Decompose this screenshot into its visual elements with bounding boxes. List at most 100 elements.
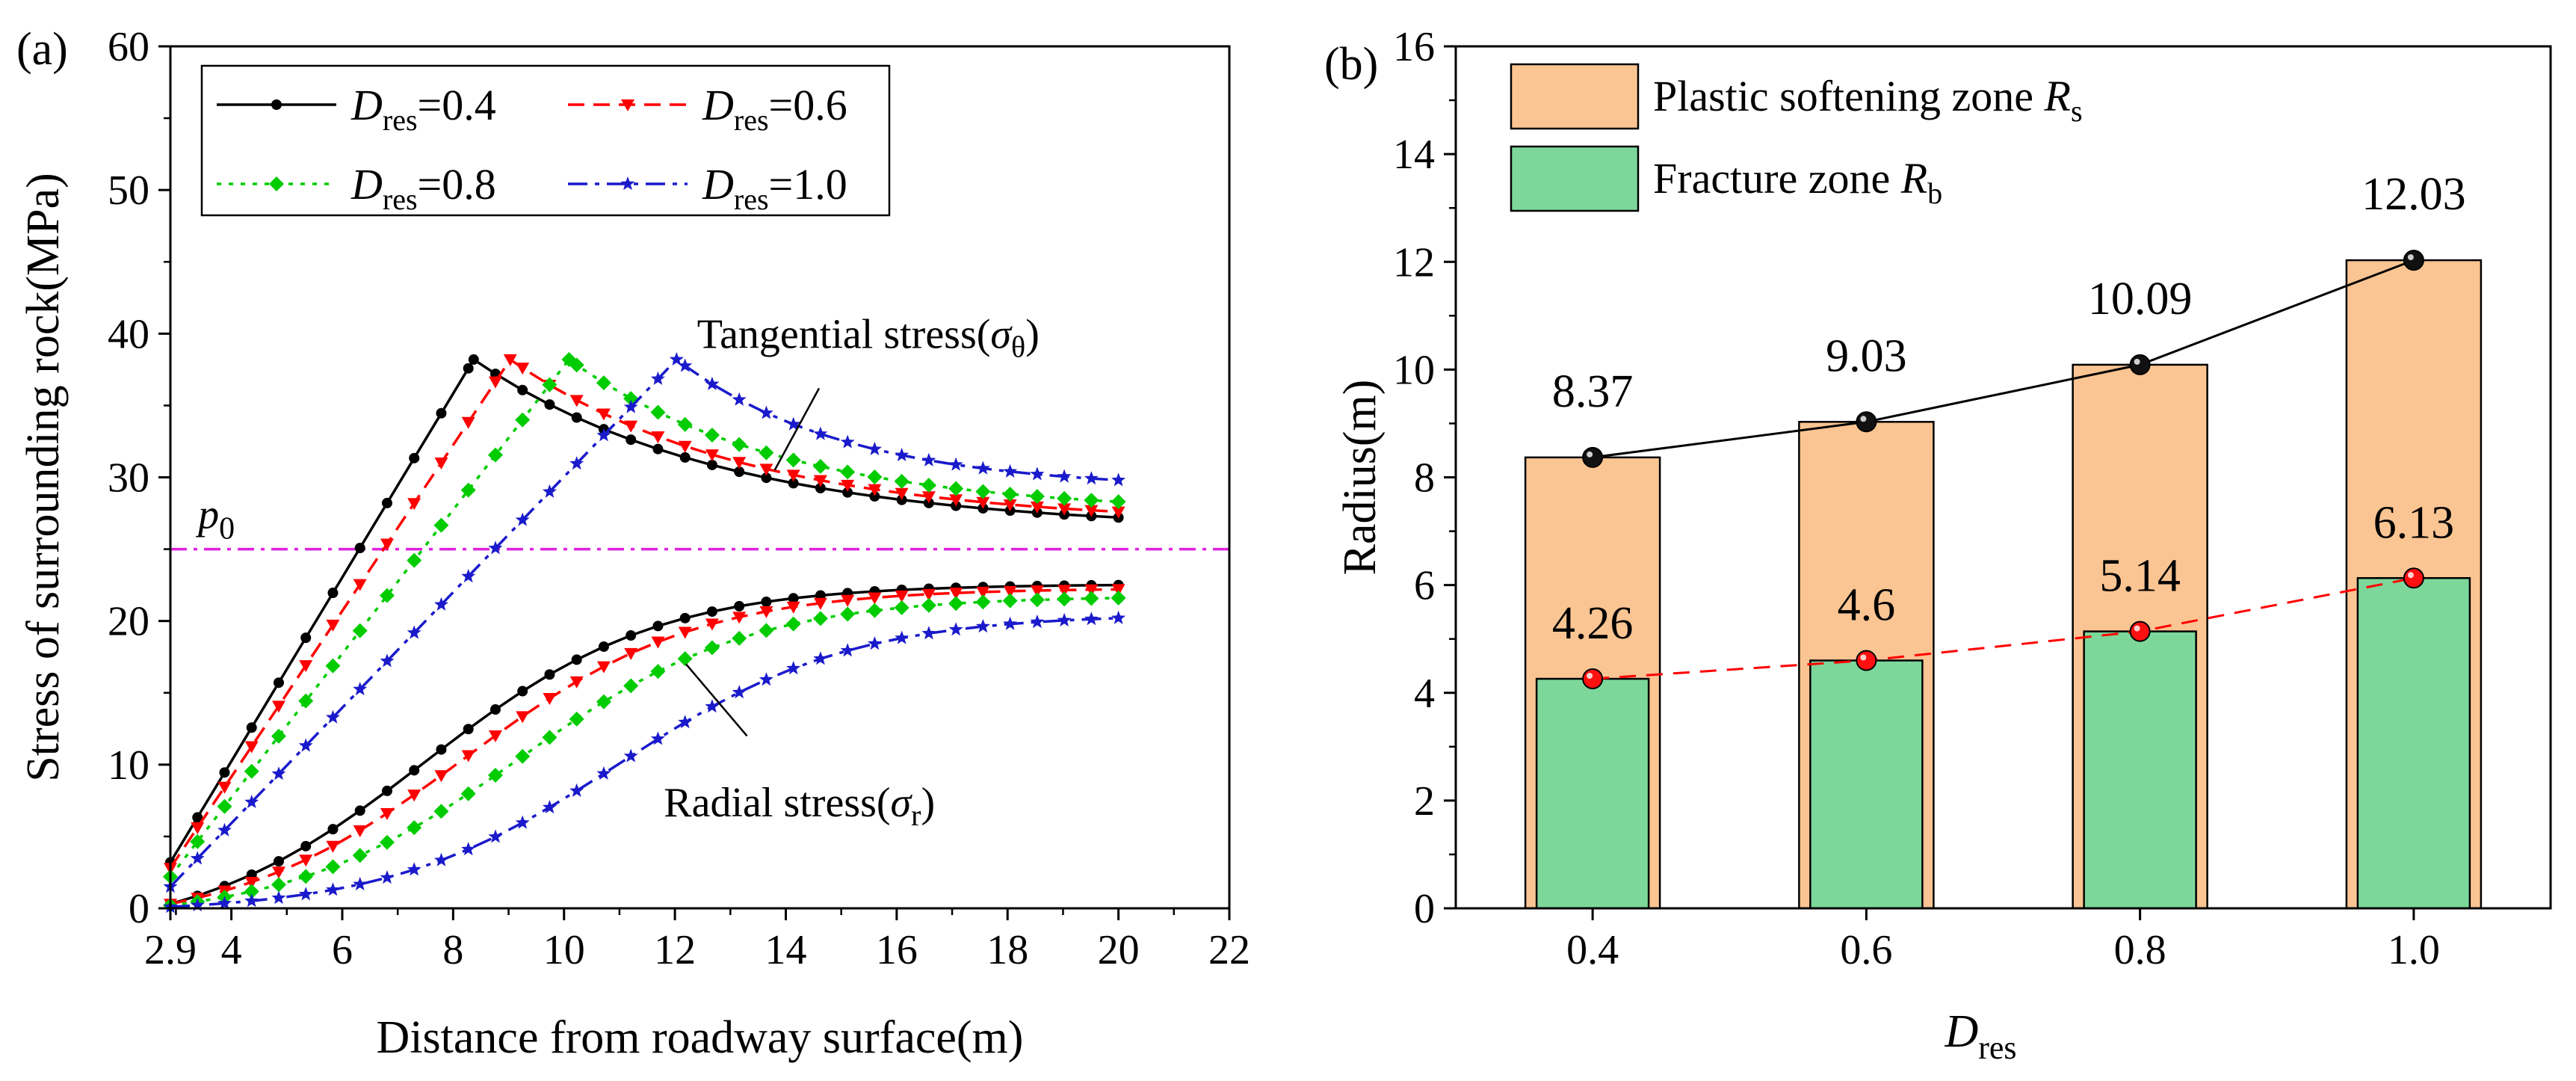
- tangential-marker: [298, 738, 313, 752]
- tangential-marker: [677, 416, 693, 432]
- radial-marker: [380, 807, 394, 820]
- radial-marker: [678, 715, 693, 729]
- radial-marker: [1057, 585, 1072, 597]
- tangential-marker: [379, 588, 395, 603]
- radial-marker: [1084, 584, 1099, 597]
- y-tick-label: 10: [108, 742, 149, 789]
- radial-stress-label: Radial stress(σr): [664, 780, 935, 832]
- tangential-marker: [626, 434, 637, 446]
- y-tick-label: 6: [1414, 563, 1435, 609]
- tangential-marker: [624, 420, 638, 433]
- radial-marker: [976, 586, 990, 599]
- radial-marker: [868, 592, 882, 605]
- plastic-value-label: 12.03: [2362, 169, 2466, 220]
- tangential-marker: [812, 458, 828, 474]
- tangential-marker: [894, 473, 909, 489]
- annotation-subscript: θ: [1011, 330, 1025, 364]
- radial-marker: [759, 672, 773, 686]
- fracture-value-label: 4.26: [1552, 598, 1634, 649]
- x-tick-label: 0.6: [1840, 927, 1892, 973]
- legend-swatch: [1510, 145, 1640, 212]
- radial-marker: [543, 693, 557, 706]
- radial-marker: [626, 630, 637, 641]
- tangential-marker: [569, 395, 584, 407]
- radial-marker: [1003, 585, 1017, 598]
- radial-marker: [271, 877, 286, 893]
- tangential-marker: [407, 625, 421, 639]
- radial-marker: [409, 765, 420, 776]
- annotation-close: ): [1025, 312, 1040, 358]
- tangential-marker: [327, 588, 339, 599]
- tangential-marker: [704, 428, 720, 443]
- panel-b-bar-chart: 8.37 9.03 10.09 12.03 4.26 4.6 5.14 6.13 0 2 4 6 8 10…: [1324, 24, 2552, 1066]
- y-tick-label: 30: [108, 455, 149, 502]
- annotation-symbol: σ: [891, 780, 913, 826]
- p0-label-subscript: 0: [219, 512, 235, 546]
- tangential-marker: [273, 677, 284, 689]
- tangential-marker: [596, 375, 611, 391]
- tangential-marker: [1029, 489, 1045, 505]
- radial-marker: [704, 640, 720, 656]
- radial-marker: [975, 594, 991, 610]
- tangential-marker: [1057, 490, 1072, 506]
- radial-marker: [436, 744, 447, 755]
- radial-marker: [542, 800, 557, 814]
- tangential-marker: [244, 795, 259, 808]
- tangential-marker: [299, 660, 313, 673]
- legend-label: Plastic softening zone Rs: [1653, 72, 2083, 128]
- tangential-marker: [868, 484, 882, 496]
- tangential-marker: [571, 412, 582, 423]
- radial-marker: [975, 619, 990, 633]
- tangential-marker: [569, 357, 584, 373]
- tangential-marker: [841, 479, 855, 492]
- radial-marker: [326, 840, 340, 853]
- y-tick-label: 14: [1393, 132, 1435, 178]
- radial-marker: [734, 600, 745, 612]
- legend-symbol: D: [350, 81, 383, 129]
- plastic-value-label: 8.37: [1552, 366, 1634, 417]
- radial-marker: [677, 651, 693, 667]
- tangential-marker: [813, 475, 827, 487]
- radial-marker: [624, 647, 638, 660]
- radial-marker: [759, 623, 774, 638]
- series-d-0.8: [163, 351, 1126, 914]
- legend-item: Dres=0.4: [217, 81, 496, 137]
- tangential-marker: [244, 763, 259, 779]
- tangential-marker: [705, 376, 720, 390]
- radial-marker: [705, 618, 719, 631]
- annotation-symbol: σ: [990, 312, 1013, 358]
- radial-marker: [651, 636, 665, 649]
- x-tick-label: 12: [654, 927, 696, 973]
- tangential-marker: [678, 358, 693, 372]
- legend-item: Plastic softening zone Rs: [1510, 63, 2083, 130]
- x-tick-label: 22: [1208, 927, 1250, 973]
- x-tick-label: 14: [765, 927, 806, 973]
- radial-marker: [840, 643, 855, 657]
- legend-subscript: res: [383, 103, 418, 137]
- radial-marker: [732, 612, 747, 624]
- fracture-zone-bar: [2083, 630, 2197, 910]
- data-point: [2403, 567, 2424, 589]
- y-axis-title: Stress of surrounding rock(MPa): [18, 173, 69, 782]
- radial-marker: [463, 724, 474, 735]
- tangential-stress-label: Tangential stress(σθ): [697, 312, 1040, 364]
- radial-marker: [353, 876, 368, 890]
- tangential-marker: [1030, 466, 1045, 481]
- radial-marker: [407, 789, 421, 802]
- radial-marker: [569, 711, 584, 727]
- radial-marker: [487, 768, 503, 783]
- radial-marker: [326, 882, 340, 896]
- tangential-marker: [217, 781, 232, 794]
- legend-symbol: R: [1900, 154, 1927, 203]
- radial-marker: [949, 588, 963, 600]
- legend-swatch-marker: [271, 99, 282, 110]
- radial-marker: [1111, 590, 1126, 606]
- radial-marker: [433, 804, 449, 819]
- tangential-marker: [461, 416, 475, 429]
- radial-marker: [867, 636, 882, 650]
- tangential-marker: [921, 477, 936, 493]
- radial-marker: [921, 588, 936, 601]
- radial-marker: [569, 676, 584, 689]
- legend-item: Dres=0.8: [217, 160, 496, 216]
